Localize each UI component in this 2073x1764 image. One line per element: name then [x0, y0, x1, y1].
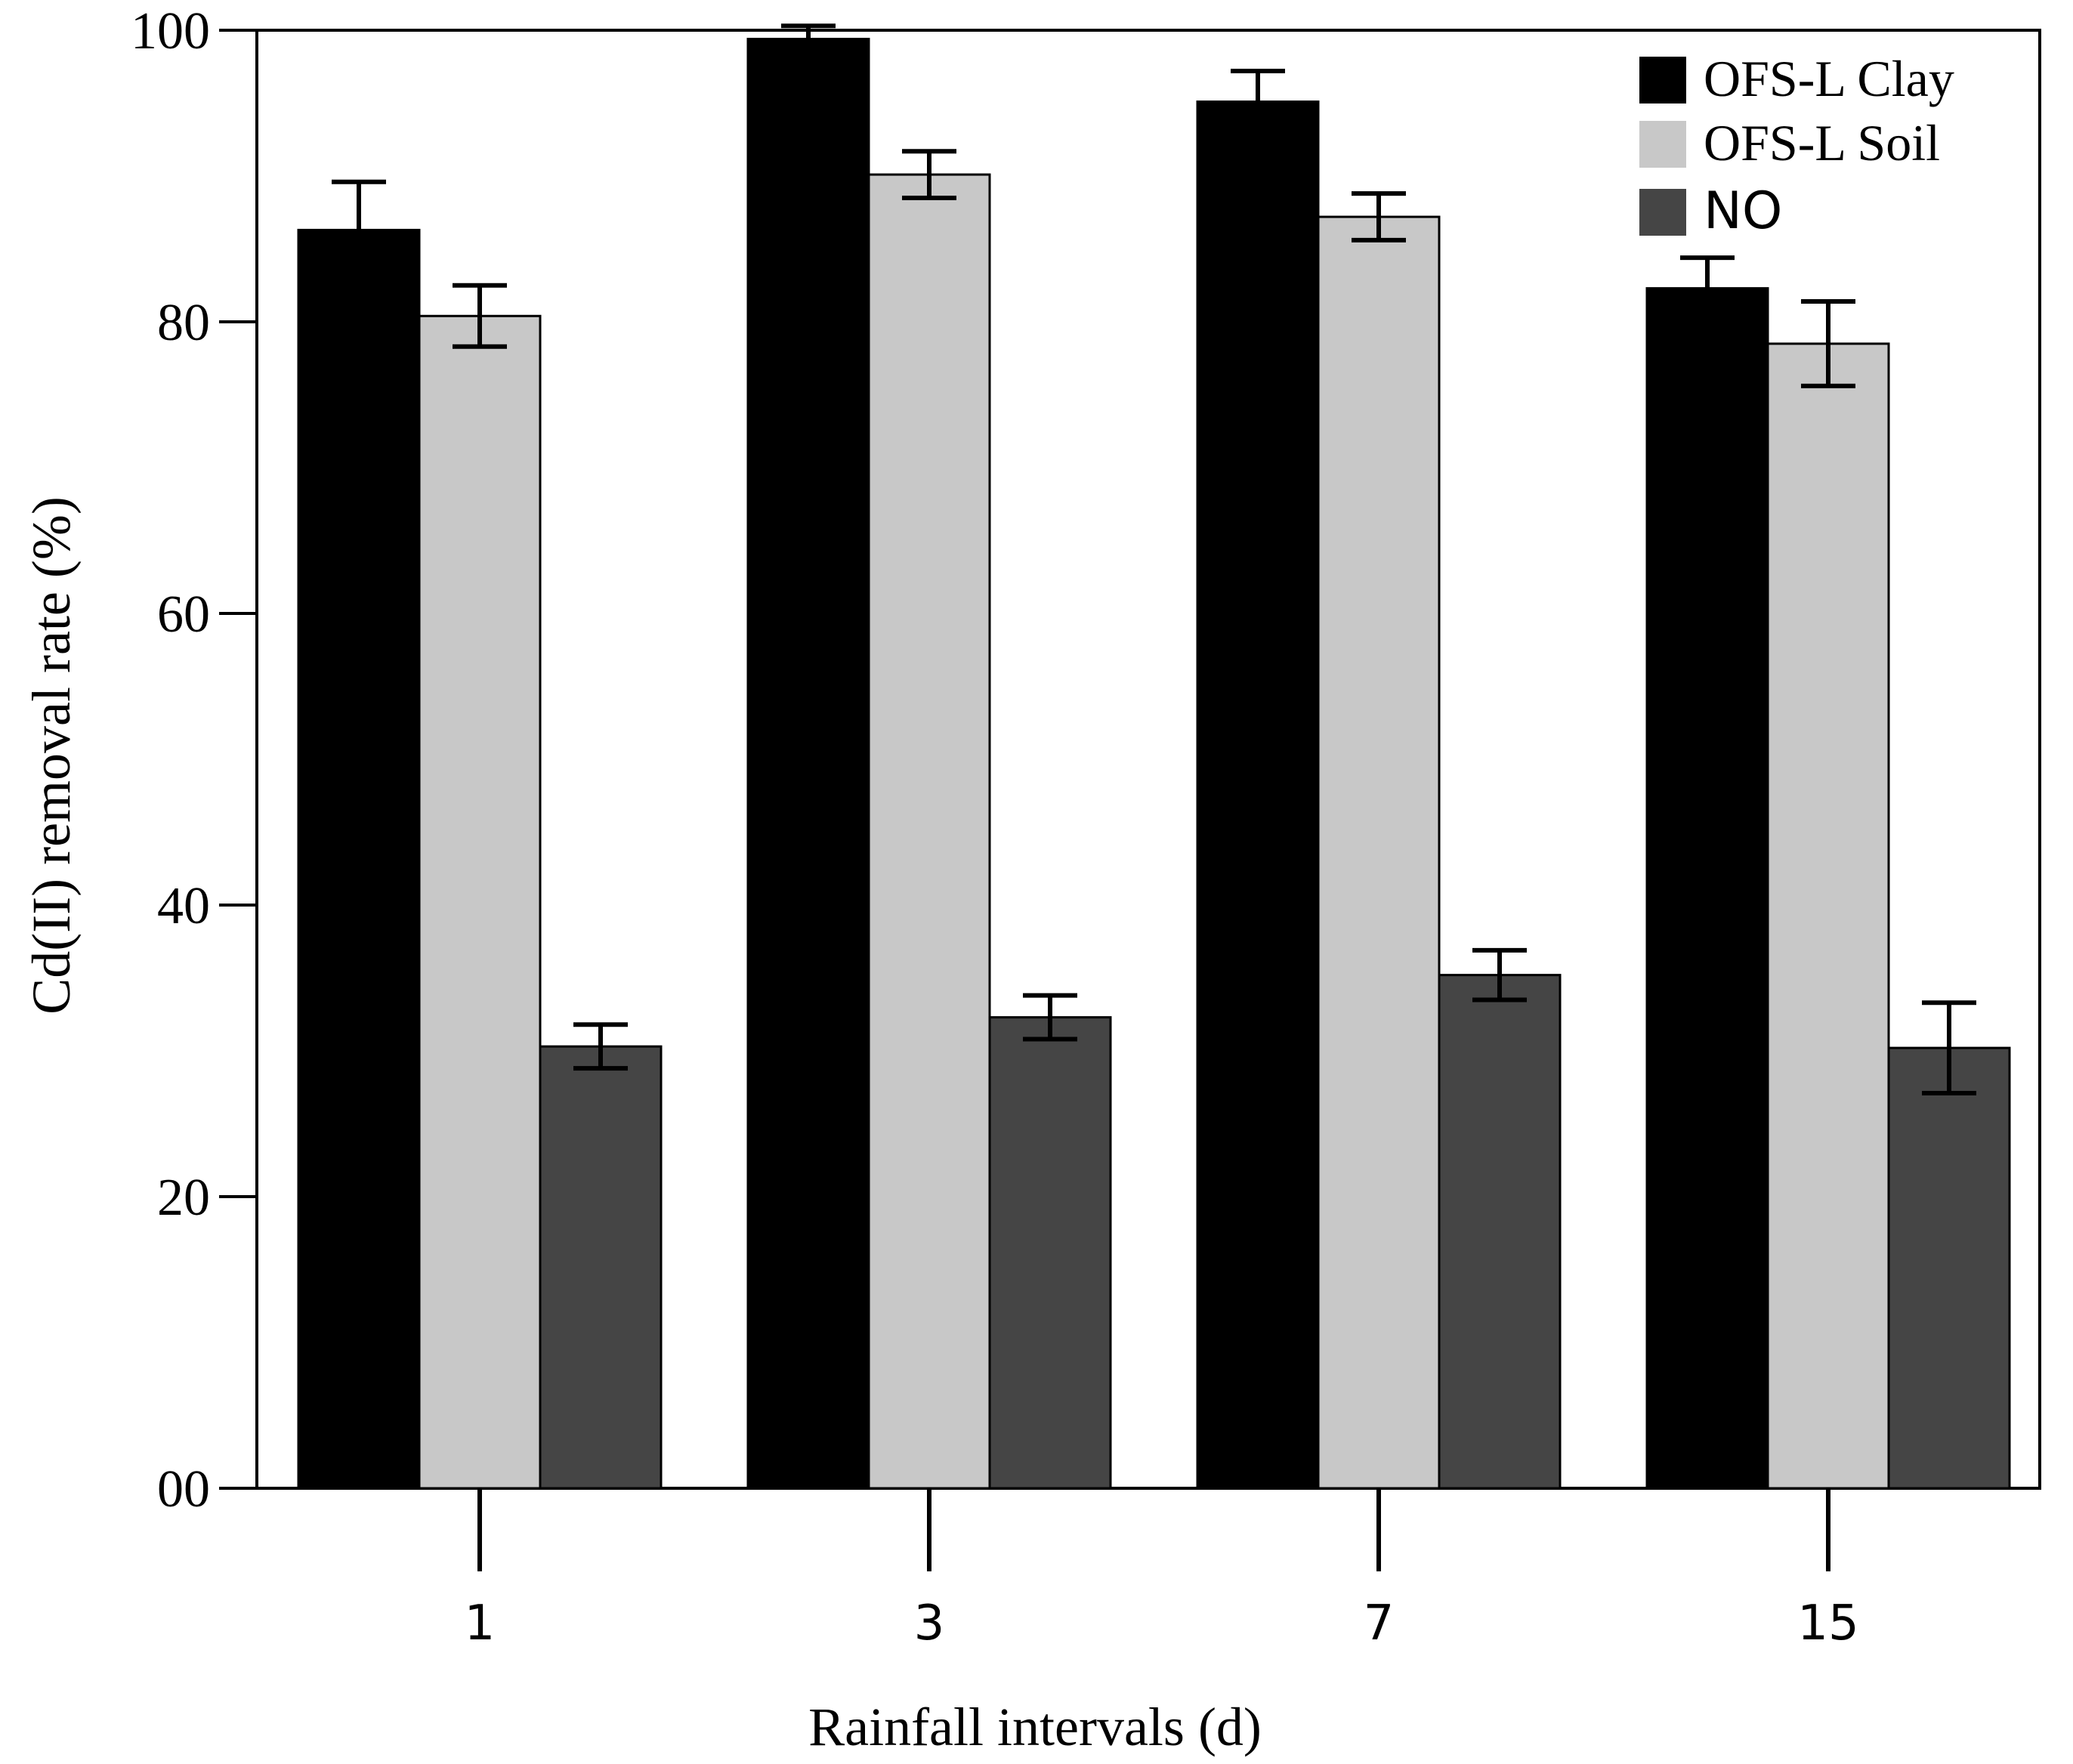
x-tick-label: 3: [914, 1596, 945, 1651]
legend-label: OFS-L Clay: [1704, 50, 1954, 107]
bar: [1766, 342, 1890, 1490]
legend-label: OFS-L Soil: [1704, 114, 1940, 171]
legend-swatch: [1639, 189, 1686, 236]
legend-label: NO: [1704, 181, 1782, 241]
x-tick-label: 7: [1364, 1596, 1395, 1651]
y-tick-label: 60: [157, 585, 210, 644]
y-axis-title: Cd(II) removal rate (%): [21, 496, 82, 1015]
bar: [1887, 1046, 2011, 1490]
bar: [1645, 287, 1769, 1490]
bar: [539, 1045, 663, 1490]
x-tick-label: 1: [465, 1596, 496, 1651]
x-axis-ticks: 1 3 7 15: [465, 1488, 1859, 1651]
bar: [1317, 215, 1441, 1490]
y-tick-label: 20: [157, 1169, 210, 1227]
y-axis-ticks: 00 20 40 60 80 100: [131, 2, 257, 1518]
legend-swatch: [1639, 57, 1686, 103]
y-tick-label: 80: [157, 294, 210, 352]
bar: [988, 1016, 1112, 1490]
y-tick-label: 40: [157, 877, 210, 935]
bar: [1196, 100, 1320, 1490]
bars: [297, 23, 2011, 1490]
legend-swatch: [1639, 121, 1686, 168]
y-tick-label: 00: [157, 1460, 210, 1518]
bar: [1438, 974, 1562, 1490]
bar: [746, 38, 870, 1490]
bar: [867, 173, 991, 1490]
bar: [297, 228, 421, 1490]
x-tick-label: 15: [1797, 1596, 1858, 1651]
bar: [418, 314, 542, 1490]
x-axis-title: Rainfall intervals (d): [808, 1697, 1262, 1757]
y-tick-label: 100: [131, 2, 210, 60]
legend: OFS-L Clay OFS-L Soil NO: [1639, 50, 1954, 241]
